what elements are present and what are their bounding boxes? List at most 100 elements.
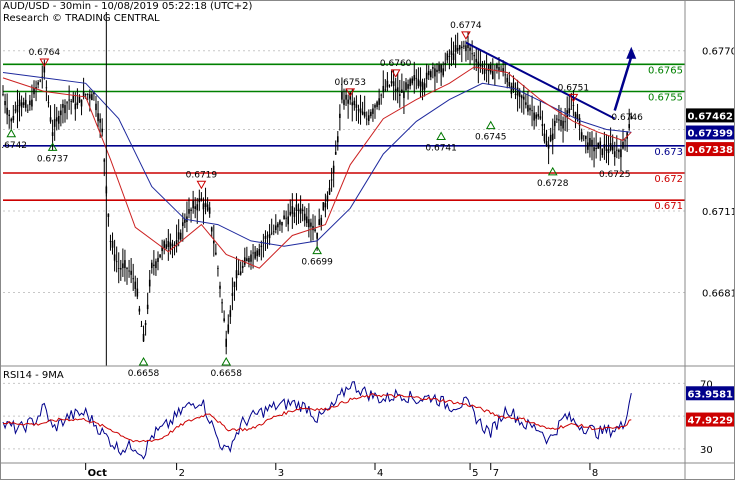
candle-body — [299, 208, 302, 214]
candle-body — [599, 141, 602, 149]
candles — [2, 32, 633, 355]
candle-body — [365, 118, 368, 120]
candle-body — [279, 220, 281, 225]
candle-body — [246, 258, 248, 262]
candle-body — [502, 68, 504, 73]
candle-body — [115, 261, 118, 263]
candle-body — [49, 117, 52, 122]
candle-body — [297, 209, 300, 212]
candle-body — [266, 235, 269, 237]
candle-body — [45, 87, 48, 89]
candle-body — [285, 217, 287, 219]
candle-body — [301, 209, 304, 212]
candle-body — [471, 53, 473, 55]
candle-body — [175, 240, 178, 247]
candle-body — [339, 113, 341, 118]
candle-body — [283, 215, 285, 220]
candle-body — [332, 165, 335, 173]
candle-body — [272, 231, 275, 233]
candle-body — [593, 147, 595, 152]
candle-body — [549, 134, 552, 142]
candle-body — [582, 135, 585, 137]
candle-body — [291, 206, 294, 214]
candle-body — [334, 151, 337, 155]
candle-body — [16, 105, 19, 113]
candle-body — [541, 124, 544, 127]
candle-body — [93, 92, 95, 95]
candle-body — [268, 234, 271, 239]
candle-body — [213, 240, 215, 244]
candle-body — [390, 81, 393, 84]
swing-low-label: 0.6728 — [537, 179, 569, 189]
candle-body — [589, 138, 591, 146]
swing-low-marker — [485, 120, 496, 130]
swing-low-marker — [47, 142, 58, 151]
candle-body — [469, 47, 471, 51]
time-tick-label: 2 — [179, 468, 185, 479]
candle-body — [250, 254, 252, 262]
candle-body — [4, 101, 6, 106]
candle-body — [113, 254, 116, 261]
candle-body — [380, 94, 382, 96]
candle-body — [140, 326, 143, 327]
candle-body — [411, 78, 413, 84]
candle-body — [477, 61, 480, 69]
candle-body — [215, 252, 217, 255]
candle-body — [347, 99, 349, 104]
candle-body — [82, 91, 85, 97]
candle-body — [506, 77, 509, 83]
candle-body — [432, 67, 434, 69]
candle-body — [337, 136, 339, 143]
candle-body — [620, 149, 622, 158]
candle-body — [508, 81, 511, 86]
candle-body — [423, 83, 426, 90]
candle-body — [452, 53, 455, 61]
ma-red-line — [2, 66, 632, 269]
candle-body — [258, 249, 261, 256]
candle-body — [308, 219, 310, 228]
candle-body — [227, 324, 230, 333]
candle-body — [86, 94, 89, 96]
candle-body — [421, 81, 424, 91]
swing-high-marker — [345, 88, 356, 97]
price-badge — [686, 142, 735, 157]
swing-low-marker — [547, 166, 558, 176]
candle-body — [303, 213, 306, 221]
swing-low-marker — [6, 128, 17, 138]
swing-low-marker — [312, 245, 322, 255]
price-badge-label: 0.67462 — [687, 111, 733, 122]
swing-low-label: 0.6699 — [301, 258, 333, 268]
candle-body — [270, 232, 273, 234]
candle-body — [235, 270, 238, 279]
candle-body — [208, 207, 211, 214]
candle-body — [277, 223, 279, 228]
candle-body — [591, 139, 593, 147]
price-badge — [686, 108, 735, 123]
candle-body — [128, 270, 130, 272]
candle-body — [386, 80, 389, 88]
candle-body — [572, 105, 575, 106]
candle-body — [626, 132, 628, 139]
time-tick-label: 5 — [472, 468, 478, 479]
candle-body — [179, 232, 182, 240]
candle-body — [518, 90, 521, 97]
candle-body — [138, 308, 141, 312]
candle-body — [202, 203, 205, 210]
candle-body — [231, 293, 234, 296]
rsi-tick-label: 30 — [700, 445, 713, 456]
candle-body — [254, 251, 256, 259]
level-label: 0.671 — [654, 201, 683, 212]
candle-body — [275, 225, 277, 231]
candle-body — [163, 241, 165, 248]
swing-low-marker — [436, 131, 446, 141]
candle-body — [173, 244, 176, 246]
candle-body — [448, 56, 451, 57]
candle-body — [378, 98, 380, 105]
swing-high-marker — [568, 93, 579, 103]
candle-body — [74, 103, 77, 110]
swing-high-label: 0.6719 — [186, 170, 218, 180]
price-pane: 0.6770 0.6741 0.6711 0.6681 0.6765 0.6755 0.67… — [0, 12, 735, 379]
price-badge-label: 0.67399 — [687, 129, 733, 140]
candle-body — [229, 310, 232, 317]
